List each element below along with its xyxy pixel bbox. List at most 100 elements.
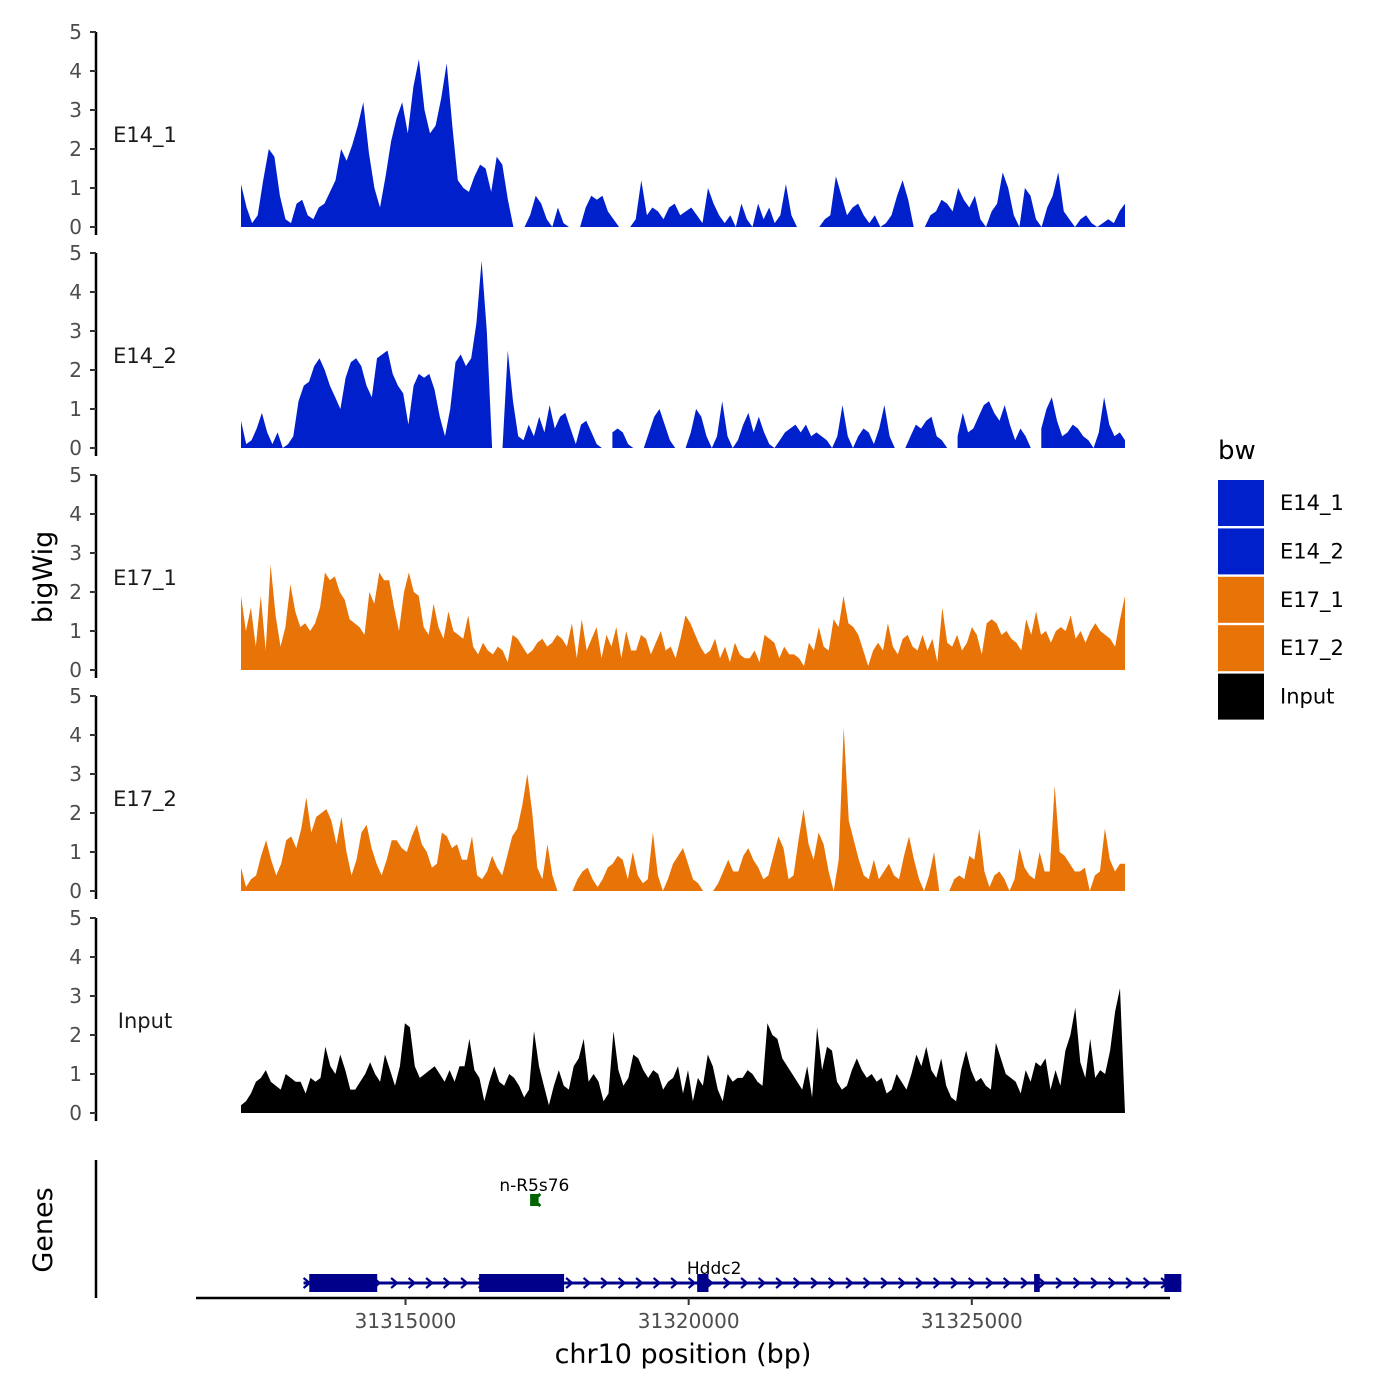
strand-arrow bbox=[600, 1277, 609, 1289]
y-tick-label: 1 bbox=[69, 619, 82, 643]
legend-label-e17-2: E17_2 bbox=[1280, 636, 1344, 661]
coverage-area-e14-1 bbox=[630, 180, 797, 227]
y-tick-label: 5 bbox=[69, 241, 82, 265]
strand-arrow bbox=[390, 1277, 399, 1289]
strand-arrow bbox=[740, 1277, 749, 1289]
track-input: 0 1 2 3 4 5 Input bbox=[69, 906, 1125, 1125]
coverage-tracks: 0 1 2 3 4 5 E14_1 0 1 2 3 4 5 E14_2 0 1 2 3 4 5 E17_1 0 1 2 3 4 5 E… bbox=[69, 20, 1125, 1125]
strand-arrow bbox=[932, 1277, 942, 1289]
x-tick-label: 31320000 bbox=[638, 1309, 740, 1333]
strand-arrow bbox=[635, 1277, 644, 1289]
y-tick-label: 1 bbox=[69, 176, 82, 200]
coverage-area-e17-2 bbox=[241, 774, 558, 891]
gene-exon bbox=[309, 1274, 378, 1292]
y-tick-label: 4 bbox=[69, 280, 82, 304]
y-tick-label: 3 bbox=[69, 541, 82, 565]
strand-arrow bbox=[1055, 1277, 1064, 1289]
strand-arrow bbox=[967, 1277, 977, 1289]
track-e14-2: 0 1 2 3 4 5 E14_2 bbox=[69, 241, 1125, 460]
coverage-area-e14-2 bbox=[643, 409, 676, 448]
y-tick-label: 0 bbox=[69, 436, 82, 460]
y-tick-label: 3 bbox=[69, 98, 82, 122]
y-tick-label: 3 bbox=[69, 984, 82, 1008]
coverage-area-input bbox=[241, 988, 1125, 1113]
strand-arrow bbox=[670, 1277, 679, 1289]
coverage-area-e14-1 bbox=[524, 195, 569, 227]
legend-label-input: Input bbox=[1280, 685, 1334, 709]
legend-label-e14-2: E14_2 bbox=[1280, 539, 1344, 564]
coverage-area-e14-2 bbox=[957, 401, 1031, 448]
strand-arrow bbox=[757, 1277, 767, 1289]
coverage-area-e14-1 bbox=[241, 59, 514, 227]
strand-arrow bbox=[460, 1277, 469, 1289]
gene-n-r5s76: n-R5s76 bbox=[499, 1176, 569, 1208]
x-axis: 31315000 31320000 31325000 bbox=[196, 1296, 1170, 1333]
legend-label-e17-1: E17_1 bbox=[1280, 588, 1344, 613]
track-label-input: Input bbox=[118, 1009, 172, 1033]
y-tick-label: 4 bbox=[69, 945, 82, 969]
strand-arrow bbox=[950, 1277, 959, 1289]
strand-arrow bbox=[1002, 1277, 1012, 1289]
y-tick-label: 1 bbox=[69, 397, 82, 421]
gene-exon bbox=[479, 1274, 565, 1292]
y-tick-label: 5 bbox=[69, 684, 82, 708]
x-tick-label: 31325000 bbox=[921, 1309, 1023, 1333]
strand-arrow bbox=[652, 1277, 662, 1289]
y-tick-label: 4 bbox=[69, 723, 82, 747]
legend-swatch-e17-1 bbox=[1218, 576, 1264, 623]
genes-track-title: Genes bbox=[28, 1187, 59, 1272]
coverage-area-e14-2 bbox=[502, 350, 602, 448]
strand-arrow bbox=[1142, 1277, 1152, 1289]
gene-hddc2: Hddc2 bbox=[302, 1259, 1182, 1292]
coverage-area-e14-1 bbox=[924, 172, 1125, 227]
strand-arrow bbox=[722, 1277, 732, 1289]
y-tick-label: 5 bbox=[69, 906, 82, 930]
coverage-area-e14-1 bbox=[819, 176, 914, 227]
track-e14-1: 0 1 2 3 4 5 E14_1 bbox=[69, 20, 1125, 239]
strand-arrow bbox=[897, 1277, 907, 1289]
strand-arrow bbox=[915, 1277, 924, 1289]
legend-swatch-e17-2 bbox=[1218, 625, 1264, 672]
coverage-area-e14-2 bbox=[905, 416, 948, 448]
y-tick-label: 2 bbox=[69, 580, 82, 604]
y-tick-label: 4 bbox=[69, 502, 82, 526]
coverage-area-e14-2 bbox=[612, 428, 634, 448]
track-e17-1: 0 1 2 3 4 5 E17_1 bbox=[69, 463, 1125, 682]
legend-title: bw bbox=[1218, 436, 1256, 466]
y-tick-label: 2 bbox=[69, 801, 82, 825]
legend: bw E14_1 E14_2 E17_1 E17_2 Input bbox=[1218, 436, 1344, 720]
legend-swatch-input bbox=[1218, 673, 1264, 720]
strand-arrow bbox=[407, 1277, 417, 1289]
strand-arrow bbox=[1020, 1277, 1029, 1289]
strand-arrow bbox=[775, 1277, 784, 1289]
legend-swatch-e14-2 bbox=[1218, 528, 1264, 575]
legend-label-e14-1: E14_1 bbox=[1280, 491, 1344, 516]
y-tick-label: 2 bbox=[69, 1023, 82, 1047]
coverage-area-e14-1 bbox=[580, 195, 620, 227]
coverage-area-e14-2 bbox=[1041, 397, 1125, 448]
genes-track: Genes Hddc2 n-R5s76 bbox=[28, 1160, 1182, 1298]
legend-swatch-e14-1 bbox=[1218, 480, 1264, 526]
strand-arrow bbox=[425, 1277, 434, 1289]
y-tick-label: 3 bbox=[69, 319, 82, 343]
y-tick-label: 1 bbox=[69, 840, 82, 864]
strand-arrow bbox=[1125, 1277, 1134, 1289]
strand-arrow bbox=[1037, 1277, 1047, 1289]
coverage-area-e17-2 bbox=[713, 727, 940, 891]
y-tick-label: 5 bbox=[69, 20, 82, 44]
track-label-e17-2: E17_2 bbox=[113, 787, 177, 812]
y-tick-label: 2 bbox=[69, 358, 82, 382]
strand-arrow bbox=[442, 1277, 452, 1289]
track-label-e17-1: E17_1 bbox=[113, 566, 177, 591]
gene-label-n-r5s76: n-R5s76 bbox=[499, 1176, 569, 1196]
y-tick-label: 4 bbox=[69, 59, 82, 83]
strand-arrow bbox=[810, 1277, 819, 1289]
gene-exon bbox=[1164, 1274, 1182, 1292]
y-tick-label: 0 bbox=[69, 879, 82, 903]
gene-label-hddc2: Hddc2 bbox=[687, 1259, 742, 1279]
coverage-area-e17-2 bbox=[572, 832, 704, 891]
strand-arrow bbox=[792, 1277, 802, 1289]
track-label-e14-2: E14_2 bbox=[113, 344, 177, 369]
gene-exon bbox=[530, 1194, 539, 1206]
